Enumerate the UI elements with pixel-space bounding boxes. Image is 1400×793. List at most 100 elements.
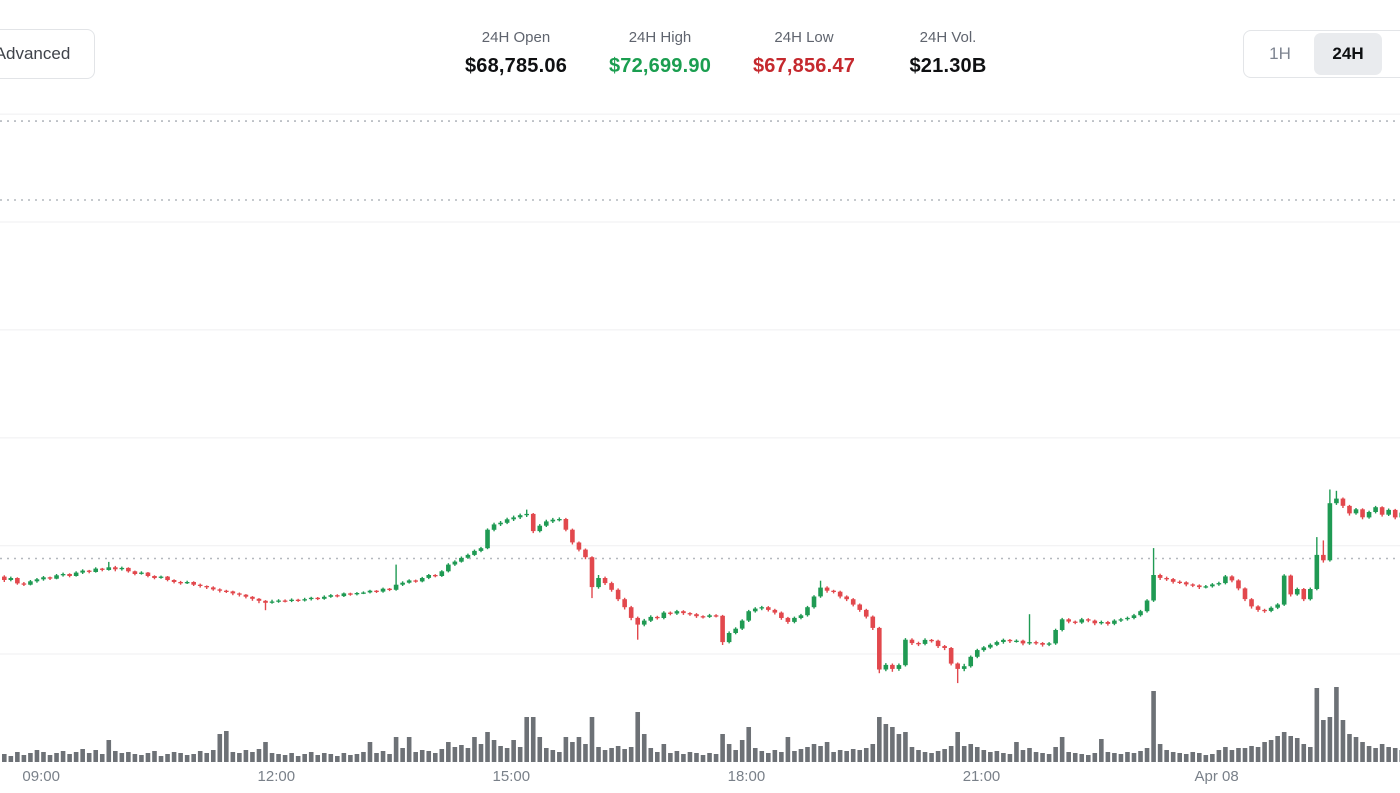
candle[interactable] [452, 560, 458, 566]
volume-bar[interactable] [439, 749, 445, 762]
volume-bar[interactable] [1249, 746, 1254, 762]
volume-bar[interactable] [805, 747, 810, 762]
candle[interactable] [563, 517, 569, 532]
volume-bar[interactable] [1210, 754, 1215, 762]
volume-bar[interactable] [446, 742, 451, 762]
volume-bar[interactable] [295, 756, 301, 762]
candle[interactable] [903, 638, 908, 667]
volume-bar[interactable] [243, 750, 249, 762]
candle[interactable] [152, 575, 157, 580]
candle[interactable] [530, 513, 536, 534]
volume-bar[interactable] [54, 753, 59, 762]
candle[interactable] [955, 662, 960, 684]
volume-bar[interactable] [1281, 732, 1287, 762]
volume-bar[interactable] [263, 742, 268, 762]
candle[interactable] [1249, 598, 1254, 609]
candle[interactable] [583, 548, 588, 560]
candle[interactable] [570, 528, 575, 545]
volume-bar[interactable] [1040, 753, 1045, 762]
volume-bar[interactable] [602, 750, 608, 762]
volume-bar[interactable] [1334, 687, 1339, 762]
volume-bar[interactable] [1014, 742, 1019, 762]
volume-bar[interactable] [1105, 752, 1111, 762]
candle[interactable] [739, 619, 745, 630]
volume-bar[interactable] [922, 752, 928, 762]
candle[interactable] [720, 614, 725, 645]
volume-bar[interactable] [739, 740, 745, 762]
volume-bar[interactable] [1360, 742, 1365, 762]
volume-bar[interactable] [335, 756, 340, 762]
volume-bar[interactable] [824, 742, 830, 762]
candle[interactable] [1294, 587, 1300, 596]
volume-bar[interactable] [661, 744, 667, 762]
candle[interactable] [713, 614, 719, 618]
volume-bar[interactable] [511, 740, 516, 762]
volume-bar[interactable] [655, 752, 660, 762]
candle[interactable] [1190, 583, 1196, 588]
volume-bar[interactable] [844, 751, 849, 762]
candle[interactable] [132, 570, 138, 576]
candle[interactable] [1242, 587, 1248, 602]
volume-bar[interactable] [60, 751, 66, 762]
candle[interactable] [1301, 588, 1307, 602]
candle[interactable] [263, 600, 268, 611]
volume-bar[interactable] [113, 751, 118, 762]
candle[interactable] [805, 605, 810, 617]
volume-bar[interactable] [818, 746, 823, 762]
candle[interactable] [54, 574, 59, 580]
candle[interactable] [380, 587, 386, 593]
volume-bar[interactable] [687, 752, 693, 762]
candle[interactable] [850, 598, 856, 607]
candle[interactable] [961, 663, 967, 672]
volume-bar[interactable] [308, 752, 314, 762]
volume-bar[interactable] [184, 755, 190, 762]
volume-bar[interactable] [472, 737, 477, 762]
volume-bar[interactable] [543, 748, 549, 762]
candle[interactable] [1007, 639, 1013, 643]
candle[interactable] [785, 616, 791, 624]
volume-bar[interactable] [831, 752, 836, 762]
candle[interactable] [517, 513, 523, 519]
volume-bar[interactable] [1079, 754, 1085, 762]
volume-bar[interactable] [1151, 691, 1156, 762]
candle[interactable] [86, 569, 92, 574]
volume-bar[interactable] [903, 732, 908, 762]
candle[interactable] [158, 575, 164, 579]
candle[interactable] [8, 576, 14, 582]
volume-bar[interactable] [1392, 748, 1398, 762]
candle[interactable] [1223, 575, 1228, 585]
volume-bar[interactable] [589, 717, 595, 762]
candle[interactable] [909, 638, 915, 645]
candle[interactable] [269, 599, 275, 604]
candle[interactable] [1053, 628, 1058, 645]
volume-bar[interactable] [152, 751, 157, 762]
volume-bar[interactable] [1314, 688, 1320, 762]
volume-bar[interactable] [1294, 738, 1300, 762]
candle[interactable] [99, 567, 105, 572]
volume-bar[interactable] [726, 744, 732, 762]
volume-bar[interactable] [517, 747, 523, 762]
volume-bar[interactable] [570, 742, 575, 762]
volume-bar[interactable] [1308, 747, 1313, 762]
volume-bar[interactable] [733, 750, 738, 762]
candle[interactable] [106, 561, 112, 571]
volume-bar[interactable] [393, 737, 399, 762]
candle[interactable] [295, 598, 301, 602]
volume-bar[interactable] [93, 750, 99, 762]
volume-bar[interactable] [432, 753, 438, 762]
candle[interactable] [733, 627, 738, 635]
volume-bar[interactable] [1242, 748, 1248, 762]
volume-bar[interactable] [498, 746, 503, 762]
volume-bar[interactable] [289, 753, 294, 762]
volume-bar[interactable] [426, 751, 432, 762]
volume-bar[interactable] [1386, 747, 1391, 762]
volume-bar[interactable] [557, 752, 562, 762]
volume-bar[interactable] [302, 754, 307, 762]
volume-bar[interactable] [837, 750, 843, 762]
volume-bar[interactable] [419, 750, 425, 762]
candle[interactable] [204, 585, 210, 589]
candle[interactable] [811, 595, 817, 609]
volume-bar[interactable] [165, 754, 170, 762]
volume-bar[interactable] [628, 747, 634, 762]
